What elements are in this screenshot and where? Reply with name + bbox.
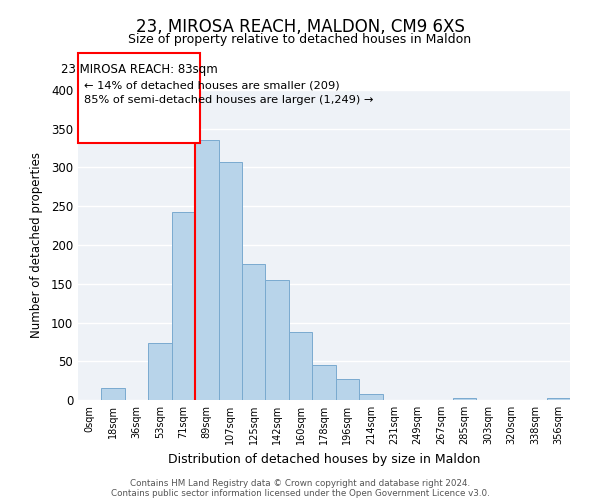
Bar [265, 280, 289, 400]
Bar [359, 394, 383, 400]
Text: 23, MIROSA REACH, MALDON, CM9 6XS: 23, MIROSA REACH, MALDON, CM9 6XS [136, 18, 464, 36]
Bar [172, 212, 195, 400]
Text: ← 14% of detached houses are smaller (209): ← 14% of detached houses are smaller (20… [84, 80, 340, 90]
Bar [218, 162, 242, 400]
Bar [453, 398, 476, 400]
Text: Contains HM Land Registry data © Crown copyright and database right 2024.: Contains HM Land Registry data © Crown c… [130, 478, 470, 488]
Text: Size of property relative to detached houses in Maldon: Size of property relative to detached ho… [128, 32, 472, 46]
Bar [101, 388, 125, 400]
Text: Contains public sector information licensed under the Open Government Licence v3: Contains public sector information licen… [110, 488, 490, 498]
Bar [195, 140, 218, 400]
Y-axis label: Number of detached properties: Number of detached properties [29, 152, 43, 338]
Bar [289, 332, 312, 400]
Bar [148, 344, 172, 400]
Text: 23 MIROSA REACH: 83sqm: 23 MIROSA REACH: 83sqm [61, 64, 217, 76]
X-axis label: Distribution of detached houses by size in Maldon: Distribution of detached houses by size … [168, 452, 480, 466]
Text: 85% of semi-detached houses are larger (1,249) →: 85% of semi-detached houses are larger (… [84, 95, 373, 105]
Bar [312, 365, 336, 400]
Bar [547, 398, 570, 400]
Bar [242, 264, 265, 400]
Bar [336, 379, 359, 400]
